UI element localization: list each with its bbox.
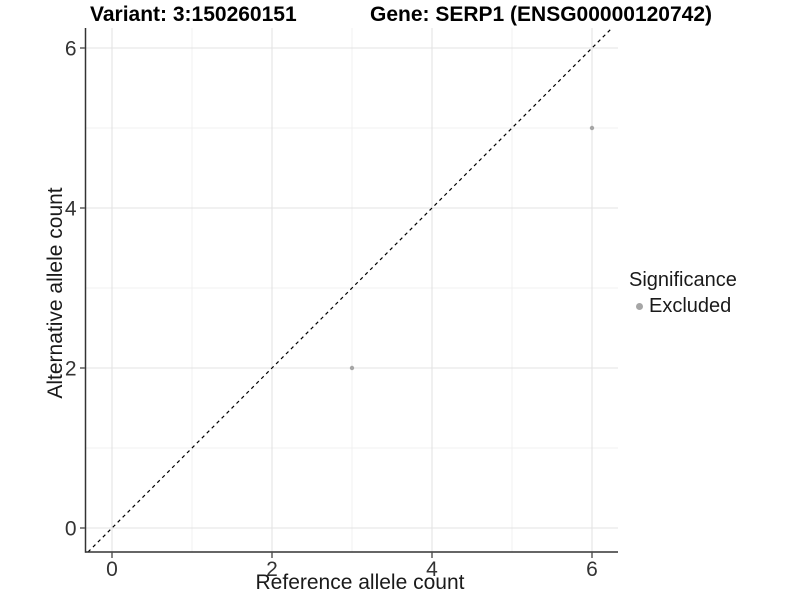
x-tick-label: 4 bbox=[426, 558, 438, 581]
legend-item-label: Excluded bbox=[649, 295, 732, 317]
y-axis-title: Alternative allele count bbox=[44, 187, 67, 399]
data-point bbox=[349, 365, 355, 371]
y-tick-label: 4 bbox=[65, 198, 77, 221]
x-tick-label: 0 bbox=[106, 558, 118, 581]
legend: Significance Excluded bbox=[629, 269, 737, 318]
plot-title-gene: Gene: SERP1 (ENSG00000120742) bbox=[370, 3, 713, 26]
x-tick-label: 2 bbox=[266, 558, 278, 581]
identity-line bbox=[87, 27, 613, 553]
plot-title-variant: Variant: 3:150260151 bbox=[90, 3, 297, 26]
excluded-point-icon bbox=[636, 303, 643, 310]
y-tick-label: 6 bbox=[65, 38, 77, 61]
data-point bbox=[589, 125, 595, 131]
legend-title: Significance bbox=[629, 269, 737, 291]
x-tick-label: 6 bbox=[586, 558, 598, 581]
legend-item-excluded: Excluded bbox=[629, 295, 737, 318]
x-axis-title: Reference allele count bbox=[255, 571, 465, 594]
y-tick-label: 2 bbox=[65, 358, 77, 381]
y-tick-label: 0 bbox=[65, 518, 77, 541]
